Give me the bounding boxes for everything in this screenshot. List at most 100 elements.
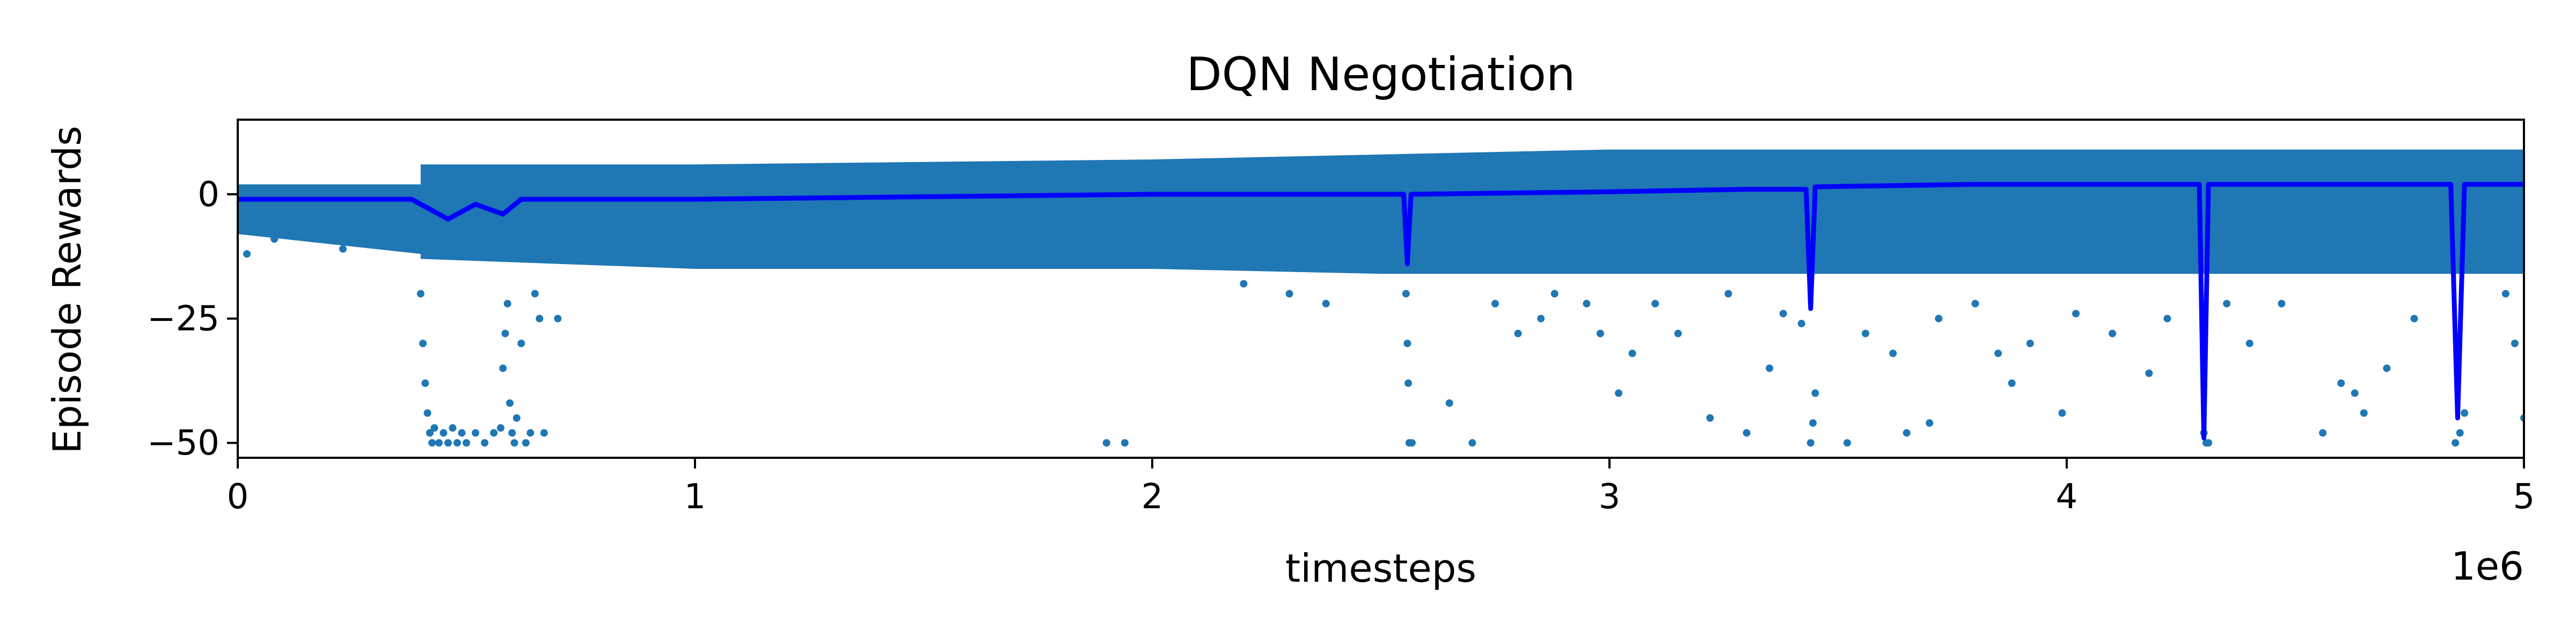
scatter-point xyxy=(472,429,480,437)
scatter-point xyxy=(496,424,504,432)
x-tick-label: 3 xyxy=(1599,477,1621,517)
scatter-point xyxy=(554,314,562,323)
scatter-point xyxy=(416,290,425,298)
scatter-point xyxy=(1674,330,1682,338)
x-tick-label: 4 xyxy=(2056,477,2078,517)
scatter-point xyxy=(503,299,511,308)
x-tick-label: 2 xyxy=(1141,477,1163,517)
scatter-point xyxy=(1811,389,1819,397)
scatter-point xyxy=(421,379,429,387)
scatter-point xyxy=(419,339,427,347)
scatter-point xyxy=(2072,310,2080,318)
scatter-point xyxy=(2410,314,2418,323)
scatter-point xyxy=(430,424,438,432)
scatter-point xyxy=(1651,299,1659,308)
scatter-point xyxy=(1322,299,1330,308)
scatter-point xyxy=(1550,290,1558,298)
scatter-point xyxy=(1862,330,1870,338)
scatter-point xyxy=(510,439,518,447)
scatter-point xyxy=(2205,439,2213,447)
scatter-point xyxy=(385,235,393,243)
scatter-point xyxy=(2163,314,2171,323)
scatter-point xyxy=(526,429,535,437)
scatter-point xyxy=(1628,349,1636,357)
scatter-point xyxy=(1102,439,1110,447)
scatter-point xyxy=(423,409,431,417)
scatter-point xyxy=(1121,439,1129,447)
scatter-point xyxy=(1843,439,1851,447)
scatter-point xyxy=(2461,409,2469,417)
scatter-point xyxy=(2026,339,2034,347)
x-tick-label: 0 xyxy=(227,477,249,517)
scatter-point xyxy=(243,250,251,258)
scatter-point xyxy=(508,429,516,437)
scatter-point xyxy=(2383,364,2391,372)
scatter-point xyxy=(1994,349,2002,357)
scatter-point xyxy=(1583,299,1591,308)
scatter-point xyxy=(1743,429,1751,437)
scatter-point xyxy=(2451,439,2460,447)
scatter-point xyxy=(1285,290,1293,298)
scatter-point xyxy=(2008,379,2016,387)
scatter-point xyxy=(2511,339,2519,347)
x-axis-ticks: 0 1 2 3 4 5 xyxy=(227,458,2535,517)
y-tick-label: −25 xyxy=(147,299,219,339)
scatter-point xyxy=(1806,439,1814,447)
scatter-point xyxy=(1971,299,1979,308)
scatter-point xyxy=(1706,414,1714,422)
scatter-point xyxy=(270,235,279,243)
y-tick-label: 0 xyxy=(197,175,219,215)
scatter-point xyxy=(1445,399,1453,407)
axes-frame xyxy=(237,119,2525,459)
scatter-point xyxy=(1797,319,1805,327)
scatter-point xyxy=(1889,349,1897,357)
scatter-point xyxy=(481,439,489,447)
scatter-point xyxy=(426,429,434,437)
scatter-point xyxy=(1403,339,1411,347)
scatter-point xyxy=(2245,339,2253,347)
scatter-point xyxy=(449,424,457,432)
y-tick-label: −50 xyxy=(147,423,219,463)
scatter-point xyxy=(1779,310,1787,318)
scatter-point xyxy=(440,429,448,437)
scatter-point xyxy=(1926,419,1934,427)
scatter-point xyxy=(501,330,509,338)
scatter-point xyxy=(339,245,347,253)
scatter-point xyxy=(1766,364,1774,372)
scatter-point xyxy=(2351,389,2359,397)
scatter-point xyxy=(517,339,525,347)
scatter-point xyxy=(2501,290,2509,298)
chart-title: DQN Negotiation xyxy=(1186,48,1575,101)
scatter-point xyxy=(506,399,514,407)
scatter-point xyxy=(2058,409,2066,417)
scatter-point xyxy=(1902,429,1911,437)
scatter-point xyxy=(1537,314,1545,323)
scatter-point xyxy=(463,439,470,447)
scatter-point xyxy=(2145,369,2153,377)
scatter-point xyxy=(1615,389,1623,397)
scatter-point xyxy=(2109,330,2117,338)
scatter-point xyxy=(2360,409,2368,417)
scatter-point xyxy=(2337,379,2345,387)
scatter-point xyxy=(540,429,548,437)
scatter-point xyxy=(453,439,461,447)
scatter-point xyxy=(1514,330,1522,338)
scatter-point xyxy=(1240,280,1248,288)
scatter-point xyxy=(490,429,498,437)
x-axis-offset-label: 1e6 xyxy=(2451,544,2524,589)
scatter-point xyxy=(1404,379,1413,387)
scatter-point xyxy=(1402,290,1410,298)
scatter-point xyxy=(2319,429,2327,437)
scatter-point xyxy=(444,439,452,447)
scatter-point xyxy=(522,439,530,447)
scatter-point xyxy=(1935,314,1943,323)
x-tick-label: 1 xyxy=(684,477,706,517)
y-axis-ticks: 0 −25 −50 xyxy=(147,175,238,463)
x-tick-label: 5 xyxy=(2513,477,2535,517)
scatter-point xyxy=(536,314,544,323)
scatter-point xyxy=(1724,290,1732,298)
scatter-point xyxy=(1809,419,1817,427)
scatter-point xyxy=(2278,299,2286,308)
